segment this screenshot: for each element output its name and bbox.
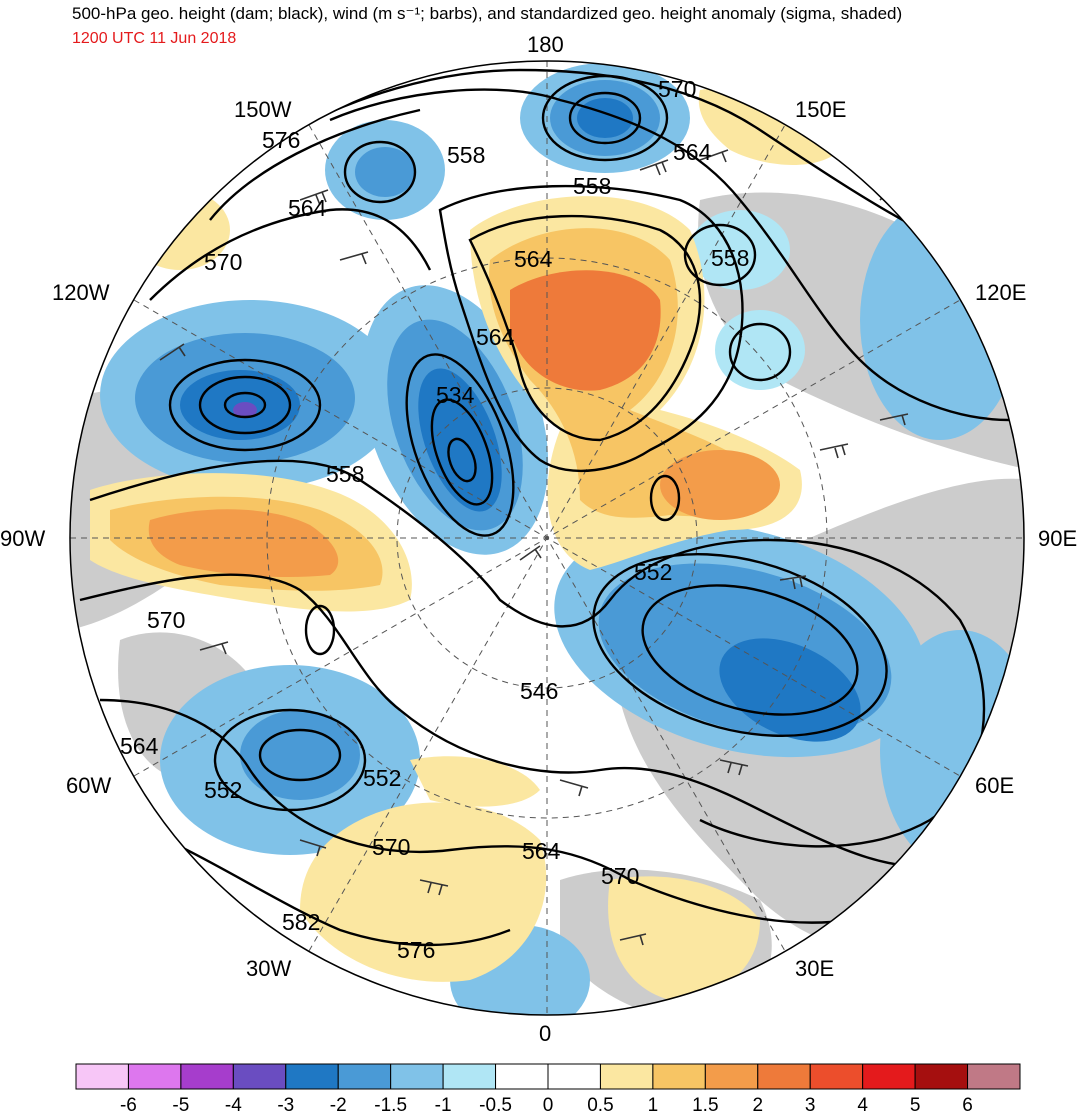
colorbar-swatch bbox=[862, 1063, 916, 1090]
colorbar-tick-label: -0.5 bbox=[479, 1095, 512, 1112]
map-border bbox=[69, 60, 1025, 1016]
longitude-labels: 180 0 90W 90E 150W 120W 60W 30W 150E 120… bbox=[0, 32, 1077, 1046]
lon-label-30w: 30W bbox=[246, 956, 291, 981]
colorbar-tick-label: 1 bbox=[648, 1095, 659, 1112]
contour-label: 564 bbox=[522, 838, 561, 864]
lon-label-0: 0 bbox=[539, 1021, 551, 1046]
colorbar-swatch bbox=[652, 1063, 706, 1090]
colorbar-tick-label: 0 bbox=[543, 1095, 554, 1112]
colorbar-tick-label: -5 bbox=[172, 1095, 189, 1112]
contour-labels: 570 564 558 576 564 570 564 558 564 534 … bbox=[120, 76, 749, 963]
map-timestamp: 1200 UTC 11 Jun 2018 bbox=[72, 30, 237, 47]
contour-label: 558 bbox=[711, 245, 749, 271]
colorbar-swatch bbox=[704, 1063, 759, 1090]
colorbar-tick-label: 5 bbox=[910, 1095, 921, 1112]
lon-label-150w: 150W bbox=[234, 97, 292, 122]
graticule bbox=[70, 61, 1024, 1015]
colorbar-tick-label: 1.5 bbox=[692, 1095, 718, 1112]
colorbar-tick-label: -2 bbox=[330, 1095, 347, 1112]
colorbar-tick-label: -1.5 bbox=[374, 1095, 407, 1112]
contour-label: 552 bbox=[363, 765, 401, 791]
colorbar-swatch bbox=[967, 1063, 1021, 1090]
wind-barbs bbox=[159, 149, 909, 946]
lon-label-90w: 90W bbox=[0, 526, 45, 551]
contour-label: 564 bbox=[673, 139, 712, 165]
colorbar-swatch bbox=[809, 1063, 864, 1090]
colorbar-tick-label: -4 bbox=[225, 1095, 242, 1112]
lon-label-30e: 30E bbox=[795, 956, 834, 981]
lon-label-120e: 120E bbox=[975, 280, 1026, 305]
colorbar-swatch bbox=[757, 1063, 811, 1090]
colorbar-swatch bbox=[390, 1063, 444, 1090]
contour-label: 546 bbox=[520, 678, 558, 704]
colorbar-swatch bbox=[547, 1063, 601, 1090]
colorbar-swatch bbox=[914, 1063, 969, 1090]
contour-label: 558 bbox=[573, 173, 611, 199]
colorbar-tick-label: 0.5 bbox=[587, 1095, 613, 1112]
colorbar-swatch bbox=[599, 1063, 654, 1090]
lon-label-180: 180 bbox=[527, 32, 564, 57]
colorbar-tick-label: 4 bbox=[857, 1095, 868, 1112]
colorbar-swatch bbox=[495, 1063, 549, 1090]
map-disc bbox=[70, 61, 1024, 1015]
colorbar: -6 -5 -4 -3 -2 -1.5 -1 -0.5 0 0.5 1 1.5 2 3 4 5 6 bbox=[75, 1063, 1021, 1112]
contour-label: 570 bbox=[658, 76, 696, 102]
contour-label: 564 bbox=[476, 324, 515, 350]
contour-label: 564 bbox=[288, 195, 327, 221]
contour-label: 576 bbox=[397, 937, 435, 963]
contour-label: 582 bbox=[282, 909, 320, 935]
lon-label-90e: 90E bbox=[1038, 526, 1077, 551]
colorbar-swatch bbox=[180, 1063, 234, 1090]
colorbar-tick-label: 6 bbox=[962, 1095, 973, 1112]
colorbar-swatch bbox=[285, 1063, 339, 1090]
colorbar-swatch bbox=[75, 1063, 129, 1090]
lon-label-120w: 120W bbox=[52, 280, 110, 305]
colorbar-tick-label: -3 bbox=[277, 1095, 294, 1112]
contour-label: 564 bbox=[514, 246, 553, 272]
map-title: 500-hPa geo. height (dam; black), wind (… bbox=[72, 4, 903, 23]
contour-label: 534 bbox=[436, 382, 475, 408]
colorbar-tick-label: -1 bbox=[435, 1095, 452, 1112]
contour-label: 570 bbox=[372, 834, 410, 860]
contour-label: 576 bbox=[262, 127, 300, 153]
contour-label: 558 bbox=[447, 142, 485, 168]
contour-label: 558 bbox=[326, 461, 364, 487]
colorbar-tick-label: 3 bbox=[805, 1095, 816, 1112]
contour-label: 564 bbox=[120, 733, 159, 759]
colorbar-swatch bbox=[337, 1063, 392, 1090]
colorbar-swatch bbox=[127, 1063, 182, 1090]
lon-label-60e: 60E bbox=[975, 773, 1014, 798]
contour-label: 570 bbox=[601, 863, 639, 889]
colorbar-tick-label: -6 bbox=[120, 1095, 137, 1112]
contour-label: 570 bbox=[204, 249, 242, 275]
contour-label: 552 bbox=[204, 777, 242, 803]
lon-label-60w: 60W bbox=[66, 773, 111, 798]
colorbar-swatch bbox=[232, 1063, 287, 1090]
colorbar-tick-label: 2 bbox=[752, 1095, 763, 1112]
colorbar-swatch bbox=[442, 1063, 497, 1090]
contour-label: 552 bbox=[634, 559, 672, 585]
contour-label: 570 bbox=[147, 607, 185, 633]
lon-label-150e: 150E bbox=[795, 97, 846, 122]
